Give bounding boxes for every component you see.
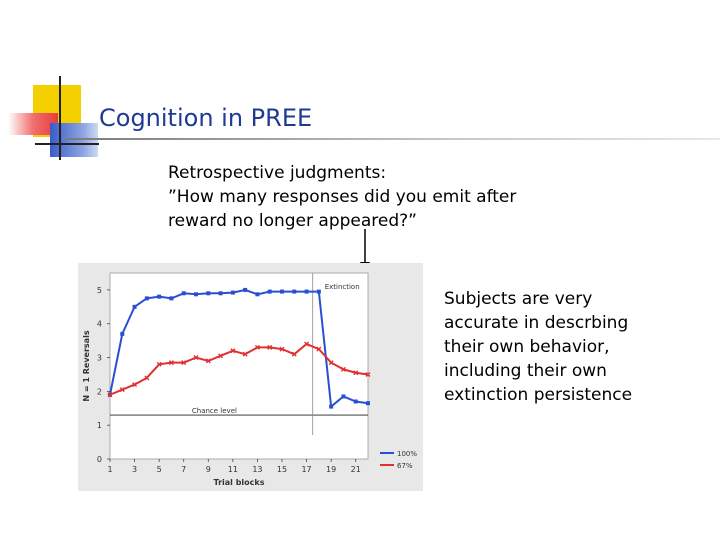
data-point [218,291,223,296]
data-point [353,399,358,404]
data-point [329,404,334,409]
data-point [316,346,322,352]
deco-horizontal-line [35,143,99,145]
data-point [156,361,162,367]
plot-area [109,272,369,460]
y-tick-label: 3 [97,354,102,363]
data-point [230,348,236,354]
data-point [205,358,211,364]
deco-vertical-line [59,76,61,160]
data-point [206,291,211,296]
y-tick-label: 2 [97,387,102,396]
data-point [340,366,346,372]
y-tick-label: 5 [97,286,102,295]
deco-red-bar [8,113,58,135]
data-point [144,296,149,301]
legend-label: 100% [397,450,417,458]
data-point [230,290,235,295]
side-note-line-5: extinction persistence [444,385,633,405]
legend-label: 67% [397,462,413,470]
data-point [341,394,346,399]
data-point [242,351,248,357]
question-line-3: reward no longer appeared?” [168,211,417,231]
x-tick-label: 11 [228,465,238,474]
deco-blue-square [50,123,98,157]
extinction-label: Extinction [325,283,360,291]
x-tick-label: 1 [107,465,112,474]
y-tick-label: 0 [97,455,102,464]
data-point [181,360,187,366]
question-line-2: ”How many responses did you emit after [168,187,517,207]
side-note-line-4: including their own [444,361,607,381]
data-point [119,387,125,393]
chance-level-label: Chance level [192,407,237,415]
data-point [365,371,371,377]
series-line-67% [109,342,369,396]
data-point [328,360,334,366]
series-line-100% [109,288,369,409]
data-point [254,344,260,350]
side-note: Subjects are very accurate in descrbing … [444,287,704,407]
data-point [168,360,174,366]
x-tick-label: 21 [351,465,361,474]
x-tick-label: 17 [301,465,311,474]
data-point [144,375,150,381]
data-point [194,292,198,297]
data-point [353,370,359,376]
data-point [132,382,138,388]
y-tick-label: 1 [97,421,102,430]
data-point [157,294,162,299]
x-tick-label: 3 [132,465,137,474]
data-point [316,289,321,294]
data-point [218,353,224,359]
data-point [280,289,284,294]
slide-title: Cognition in PREE [99,104,313,132]
data-point [279,346,285,352]
y-tick-label: 4 [97,320,102,329]
data-point [304,341,310,347]
data-point [107,392,113,398]
data-point [366,401,370,406]
data-point [120,331,125,336]
chart-panel: 0 1 2 3 4 5 1 3 5 7 9 11 13 15 17 19 21 Trial blocks N = 1… [78,263,423,491]
x-tick-label: 15 [277,465,287,474]
question-line-1: Retrospective judgments: [168,163,387,183]
side-note-line-2: accurate in descrbing [444,313,629,333]
data-point [243,287,248,292]
data-point [291,351,297,357]
data-point [193,355,199,361]
x-tick-label: 19 [326,465,336,474]
data-point [267,344,273,350]
x-tick-label: 9 [206,465,211,474]
data-point [132,304,137,309]
x-tick-label: 7 [181,465,186,474]
side-note-line-1: Subjects are very [444,289,593,309]
data-point [267,289,272,294]
side-note-line-3: their own behavior, [444,337,610,357]
y-axis-label: N = 1 Reversals [82,330,91,401]
data-point [181,291,186,296]
x-tick-label: 13 [252,465,262,474]
title-underline [66,138,720,140]
data-point [304,289,309,294]
data-point [292,289,297,294]
data-point [169,296,174,301]
x-axis-label: Trial blocks [214,478,265,487]
data-point [255,292,260,297]
x-tick-label: 5 [157,465,162,474]
